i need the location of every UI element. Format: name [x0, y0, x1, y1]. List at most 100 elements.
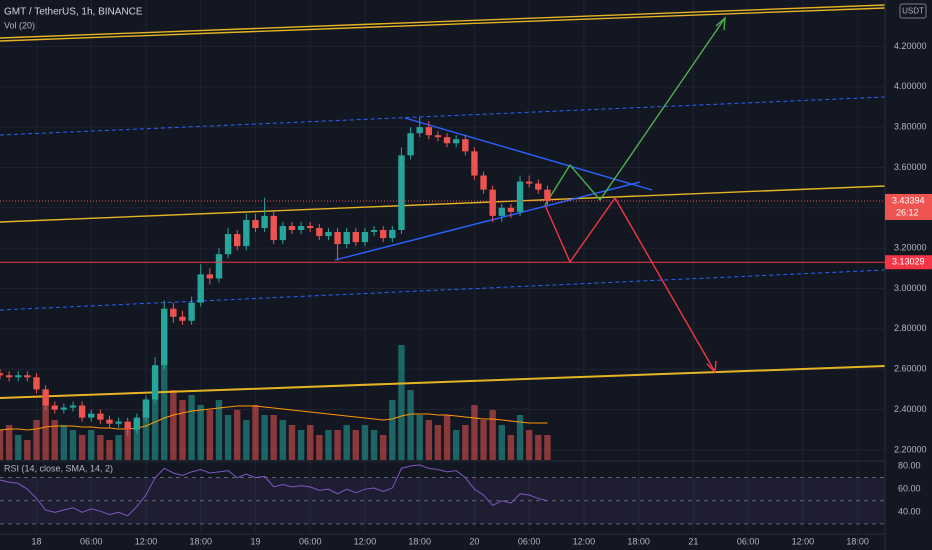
volume-bar — [416, 415, 423, 460]
channel-line — [0, 185, 886, 223]
volume-bar — [325, 430, 332, 460]
candle-body — [170, 308, 177, 317]
candle-body — [0, 373, 4, 376]
channel-line — [0, 7, 886, 42]
volume-bar — [15, 435, 22, 460]
volume-bar — [106, 440, 113, 460]
candle-body — [179, 316, 186, 321]
volume-bar — [243, 420, 250, 460]
volume-bar — [78, 435, 86, 460]
volume-bar — [252, 405, 259, 460]
candle-body — [325, 232, 332, 237]
volume-bar — [179, 400, 186, 460]
volume-bar — [0, 430, 4, 460]
candle-body — [252, 219, 259, 228]
candle-body — [151, 365, 159, 400]
candle-body — [88, 413, 95, 418]
symbol-title: GMT / TetherUS, 1h, BINANCE — [4, 7, 143, 18]
x-tick-label: 18:00 — [627, 536, 650, 546]
volume-bar — [498, 425, 505, 460]
x-tick-label: 18:00 — [846, 536, 869, 546]
rsi-tick-label: 80.00 — [898, 460, 921, 470]
candle-body — [234, 234, 241, 247]
dashed-line — [0, 269, 886, 311]
candle-body — [51, 405, 58, 410]
volume-bar — [361, 425, 369, 460]
x-tick-label: 06:00 — [737, 536, 760, 546]
candles — [0, 117, 551, 436]
candle-body — [525, 181, 533, 184]
volume-bar — [161, 355, 168, 460]
x-tick-label: 06:00 — [80, 536, 103, 546]
candle-body — [224, 234, 232, 255]
candle-body — [361, 232, 369, 243]
volume-bar — [334, 430, 341, 460]
volume-bar — [133, 420, 141, 460]
candle-body — [106, 419, 113, 424]
volume-bar — [60, 425, 68, 460]
volume-bar — [224, 415, 232, 460]
triangle-line — [334, 181, 641, 261]
volume-bar — [443, 415, 451, 460]
volume-pane — [0, 345, 551, 460]
candle-body — [544, 189, 551, 201]
x-tick-label: 20 — [469, 536, 479, 546]
candle-body — [334, 232, 341, 245]
volume-bar — [69, 430, 77, 460]
currency[interactable]: USDT — [902, 7, 924, 16]
candle-body — [498, 207, 505, 216]
volume-bar — [489, 410, 496, 460]
x-tick-label: 12:00 — [792, 536, 815, 546]
bull-projection — [544, 17, 726, 206]
y-tick-label: 2.20000 — [894, 444, 927, 454]
volume-bar — [97, 435, 104, 460]
volume-bar — [124, 430, 131, 460]
x-tick-label: 12:00 — [354, 536, 377, 546]
y-tick-label: 2.60000 — [894, 364, 927, 374]
channel-line — [0, 4, 886, 39]
volume-bar — [352, 430, 360, 460]
candle-body — [407, 133, 414, 156]
volume-bar — [206, 410, 214, 460]
x-tick-label: 12:00 — [135, 536, 158, 546]
candle-body — [316, 227, 323, 237]
volume-bar — [535, 435, 542, 460]
candle-body — [133, 417, 141, 430]
dashed-line — [0, 96, 886, 136]
volume-bar — [5, 425, 13, 460]
candle-body — [97, 413, 104, 420]
y-tick-label: 2.40000 — [894, 404, 927, 414]
candle-body — [443, 137, 451, 144]
candle-body — [389, 230, 396, 239]
candle-body — [452, 139, 460, 144]
rsi-legend: RSI (14, close, SMA, 14, 2) — [4, 463, 113, 473]
candle-body — [516, 181, 524, 212]
volume-bar — [516, 415, 524, 460]
candle-body — [480, 175, 487, 190]
candle-body — [425, 127, 433, 136]
rsi-tick-label: 40.00 — [898, 507, 921, 517]
volume-bar — [115, 435, 122, 460]
drawings — [0, 4, 886, 399]
candle-body — [370, 230, 378, 233]
volume-bar — [170, 390, 177, 460]
volume-bar — [398, 345, 405, 460]
candle-body — [380, 230, 387, 239]
candle-body — [434, 135, 442, 138]
rsi-line — [0, 464, 548, 517]
rsi-pane: 80.00 60.00 40.00 — [0, 460, 921, 525]
candle-body — [489, 189, 496, 216]
candle-body — [78, 405, 86, 418]
candle-body — [42, 389, 49, 406]
y-tick-label: 3.20000 — [894, 243, 927, 253]
volume-bar — [234, 410, 241, 460]
volume-bar — [197, 405, 204, 460]
last-price-label: 3.43394 — [892, 195, 925, 205]
bear-projection — [544, 196, 716, 373]
candle-body — [60, 407, 68, 410]
currency-box[interactable] — [899, 3, 927, 19]
candle-body — [398, 155, 405, 230]
volume-legend: Vol (20) — [4, 20, 35, 30]
volume-bar — [88, 430, 95, 460]
